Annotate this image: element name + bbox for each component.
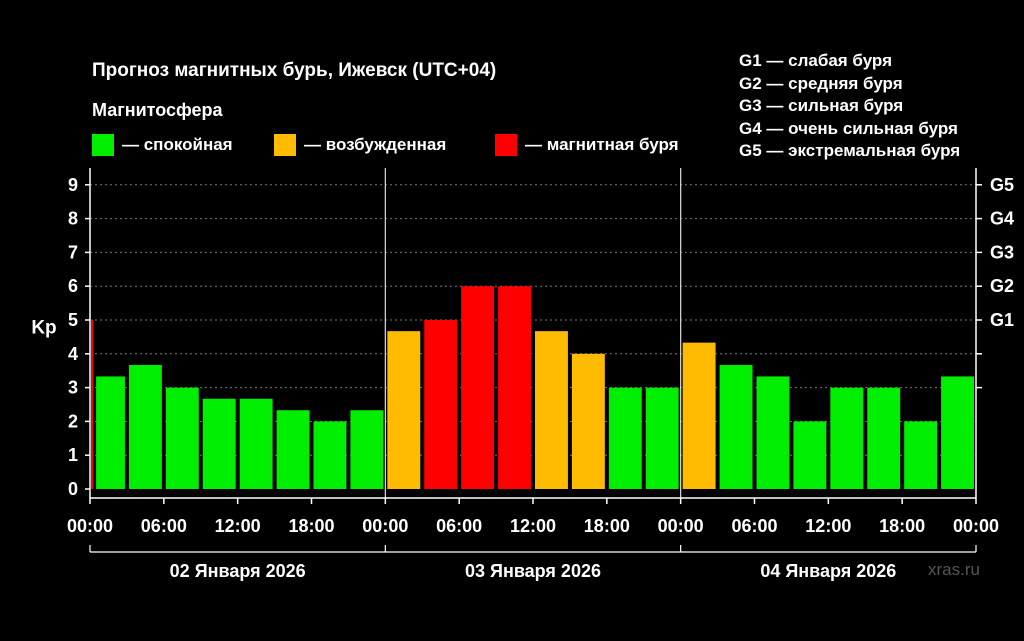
x-tick-label-10: 12:00 — [805, 516, 851, 536]
x-tick-label-6: 12:00 — [510, 516, 556, 536]
x-tick-label-2: 12:00 — [215, 516, 261, 536]
legend-item-storm: — магнитная буря — [495, 133, 679, 157]
kp-bar-1 — [96, 376, 125, 489]
g-scale-item-g1: G1 — слабая буря — [739, 51, 893, 70]
kp-bar-8 — [350, 410, 384, 489]
kp-bar-10 — [424, 320, 458, 489]
x-tick-label-5: 06:00 — [436, 516, 482, 536]
right-tick-label-G3: G3 — [990, 242, 1014, 262]
kp-bar-4 — [202, 398, 236, 489]
kp-bar-0 — [91, 320, 94, 489]
y-tick-label-3: 3 — [68, 378, 78, 398]
kp-bar-9 — [387, 331, 421, 489]
g-scale-legend: G1 — слабая буря G2 — средняя буря G3 — … — [739, 50, 960, 163]
legend-label-storm: — магнитная буря — [525, 135, 679, 154]
day-label-0: 02 Января 2026 — [170, 561, 306, 581]
y-tick-label-4: 4 — [68, 344, 78, 364]
legend-swatch-unsettled — [274, 134, 296, 156]
x-tick-label-8: 00:00 — [658, 516, 704, 536]
y-tick-label-1: 1 — [68, 445, 78, 465]
kp-bar-20 — [793, 421, 827, 489]
kp-bar-11 — [461, 286, 495, 489]
kp-bar-16 — [645, 387, 679, 489]
x-tick-label-7: 18:00 — [584, 516, 630, 536]
kp-bar-24 — [941, 376, 974, 489]
y-tick-label-6: 6 — [68, 276, 78, 296]
legend-swatch-storm — [495, 134, 517, 156]
kp-bar-12 — [498, 286, 531, 489]
y-tick-label-2: 2 — [68, 411, 78, 431]
legend-swatch-quiet — [92, 134, 114, 156]
kp-bar-22 — [867, 387, 901, 489]
g-scale-item-g3: G3 — сильная буря — [739, 96, 904, 115]
y-tick-label-7: 7 — [68, 242, 78, 262]
kp-bar-17 — [682, 342, 716, 489]
legend-label-quiet: — спокойная — [122, 135, 233, 154]
legend-label-unsettled: — возбужденная — [304, 135, 447, 154]
kp-bar-7 — [313, 421, 347, 489]
kp-bar-19 — [756, 376, 790, 489]
right-tick-label-G5: G5 — [990, 175, 1014, 195]
watermark: xras.ru — [928, 560, 980, 579]
x-tick-label-3: 18:00 — [288, 516, 334, 536]
kp-bar-18 — [719, 364, 753, 489]
kp-bar-23 — [904, 421, 938, 489]
kp-bar-2 — [128, 364, 162, 489]
day-label-1: 03 Января 2026 — [465, 561, 601, 581]
right-tick-label-G4: G4 — [990, 209, 1014, 229]
day-label-2: 04 Января 2026 — [760, 561, 896, 581]
legend-item-quiet: — спокойная — [92, 133, 233, 157]
y-tick-label-8: 8 — [68, 209, 78, 229]
right-tick-label-G2: G2 — [990, 276, 1014, 296]
x-tick-label-0: 00:00 — [67, 516, 113, 536]
kp-bar-3 — [165, 387, 199, 489]
legend-item-unsettled: — возбужденная — [274, 133, 446, 157]
x-tick-label-11: 18:00 — [879, 516, 925, 536]
legend-heading: Магнитосфера — [92, 100, 223, 120]
y-tick-label-9: 9 — [68, 175, 78, 195]
kp-bar-5 — [239, 398, 273, 489]
kp-bar-13 — [535, 331, 568, 489]
kp-bar-15 — [608, 387, 642, 489]
right-tick-label-G1: G1 — [990, 310, 1014, 330]
g-scale-item-g5: G5 — экстремальная буря — [739, 141, 961, 160]
x-tick-label-12: 00:00 — [953, 516, 999, 536]
x-tick-label-1: 06:00 — [141, 516, 187, 536]
x-tick-label-9: 06:00 — [731, 516, 777, 536]
y-tick-label-0: 0 — [68, 479, 78, 499]
kp-bar-14 — [571, 353, 605, 489]
g-scale-item-g4: G4 — очень сильная буря — [739, 118, 958, 138]
chart-title: Прогноз магнитных бурь, Ижевск (UTC+04) — [92, 60, 497, 81]
kp-bar-6 — [276, 410, 310, 489]
kp-bar-21 — [830, 387, 864, 489]
x-tick-label-4: 00:00 — [362, 516, 408, 536]
g-scale-item-g2: G2 — средняя буря — [739, 73, 903, 93]
y-axis-label: Kp — [31, 318, 56, 339]
y-tick-label-5: 5 — [68, 310, 78, 330]
